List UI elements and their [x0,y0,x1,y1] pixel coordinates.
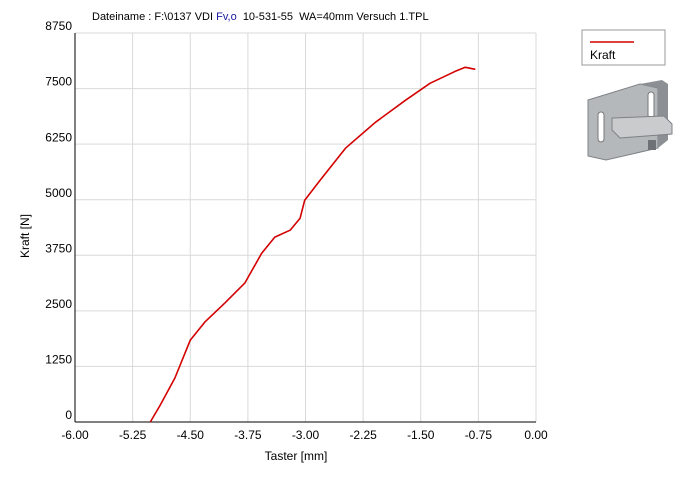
x-tick-label: -5.25 [119,428,147,442]
x-tick-label: -3.75 [234,428,262,442]
y-tick-label: 1250 [45,353,72,367]
y-tick-label: 0 [65,408,72,422]
data-line [149,66,476,423]
x-tick-label: -4.50 [177,428,205,442]
y-tick-label: 7500 [45,75,72,89]
product-image [587,80,673,161]
y-tick-label: 2500 [45,297,72,311]
y-tick-label: 5000 [45,186,72,200]
chart-title: Dateiname : F:\0137 VDI Fv,o 10-531-55 W… [92,11,429,23]
title-part: Dateiname : F:\0137 VDI [92,11,216,23]
x-tick-label: -6.00 [61,428,89,442]
title-part: 10-531-55 WA=40mm Versuch 1.TPL [237,11,429,23]
x-tick-label: -1.50 [407,428,435,442]
x-tick-label: 0.00 [524,428,548,442]
y-tick-label: 6250 [45,130,72,144]
x-axis-label: Taster [mm] [265,449,328,463]
legend-box [581,29,666,66]
y-tick-label: 3750 [45,241,72,255]
legend-label: Kraft [590,48,616,62]
y-tick-label: 8750 [45,19,72,33]
x-tick-label: -2.25 [349,428,377,442]
x-tick-label: -3.00 [292,428,320,442]
y-axis-label: Kraft [N] [18,214,32,258]
x-tick-label: -0.75 [465,428,493,442]
title-highlight: Fv,o [216,11,237,23]
